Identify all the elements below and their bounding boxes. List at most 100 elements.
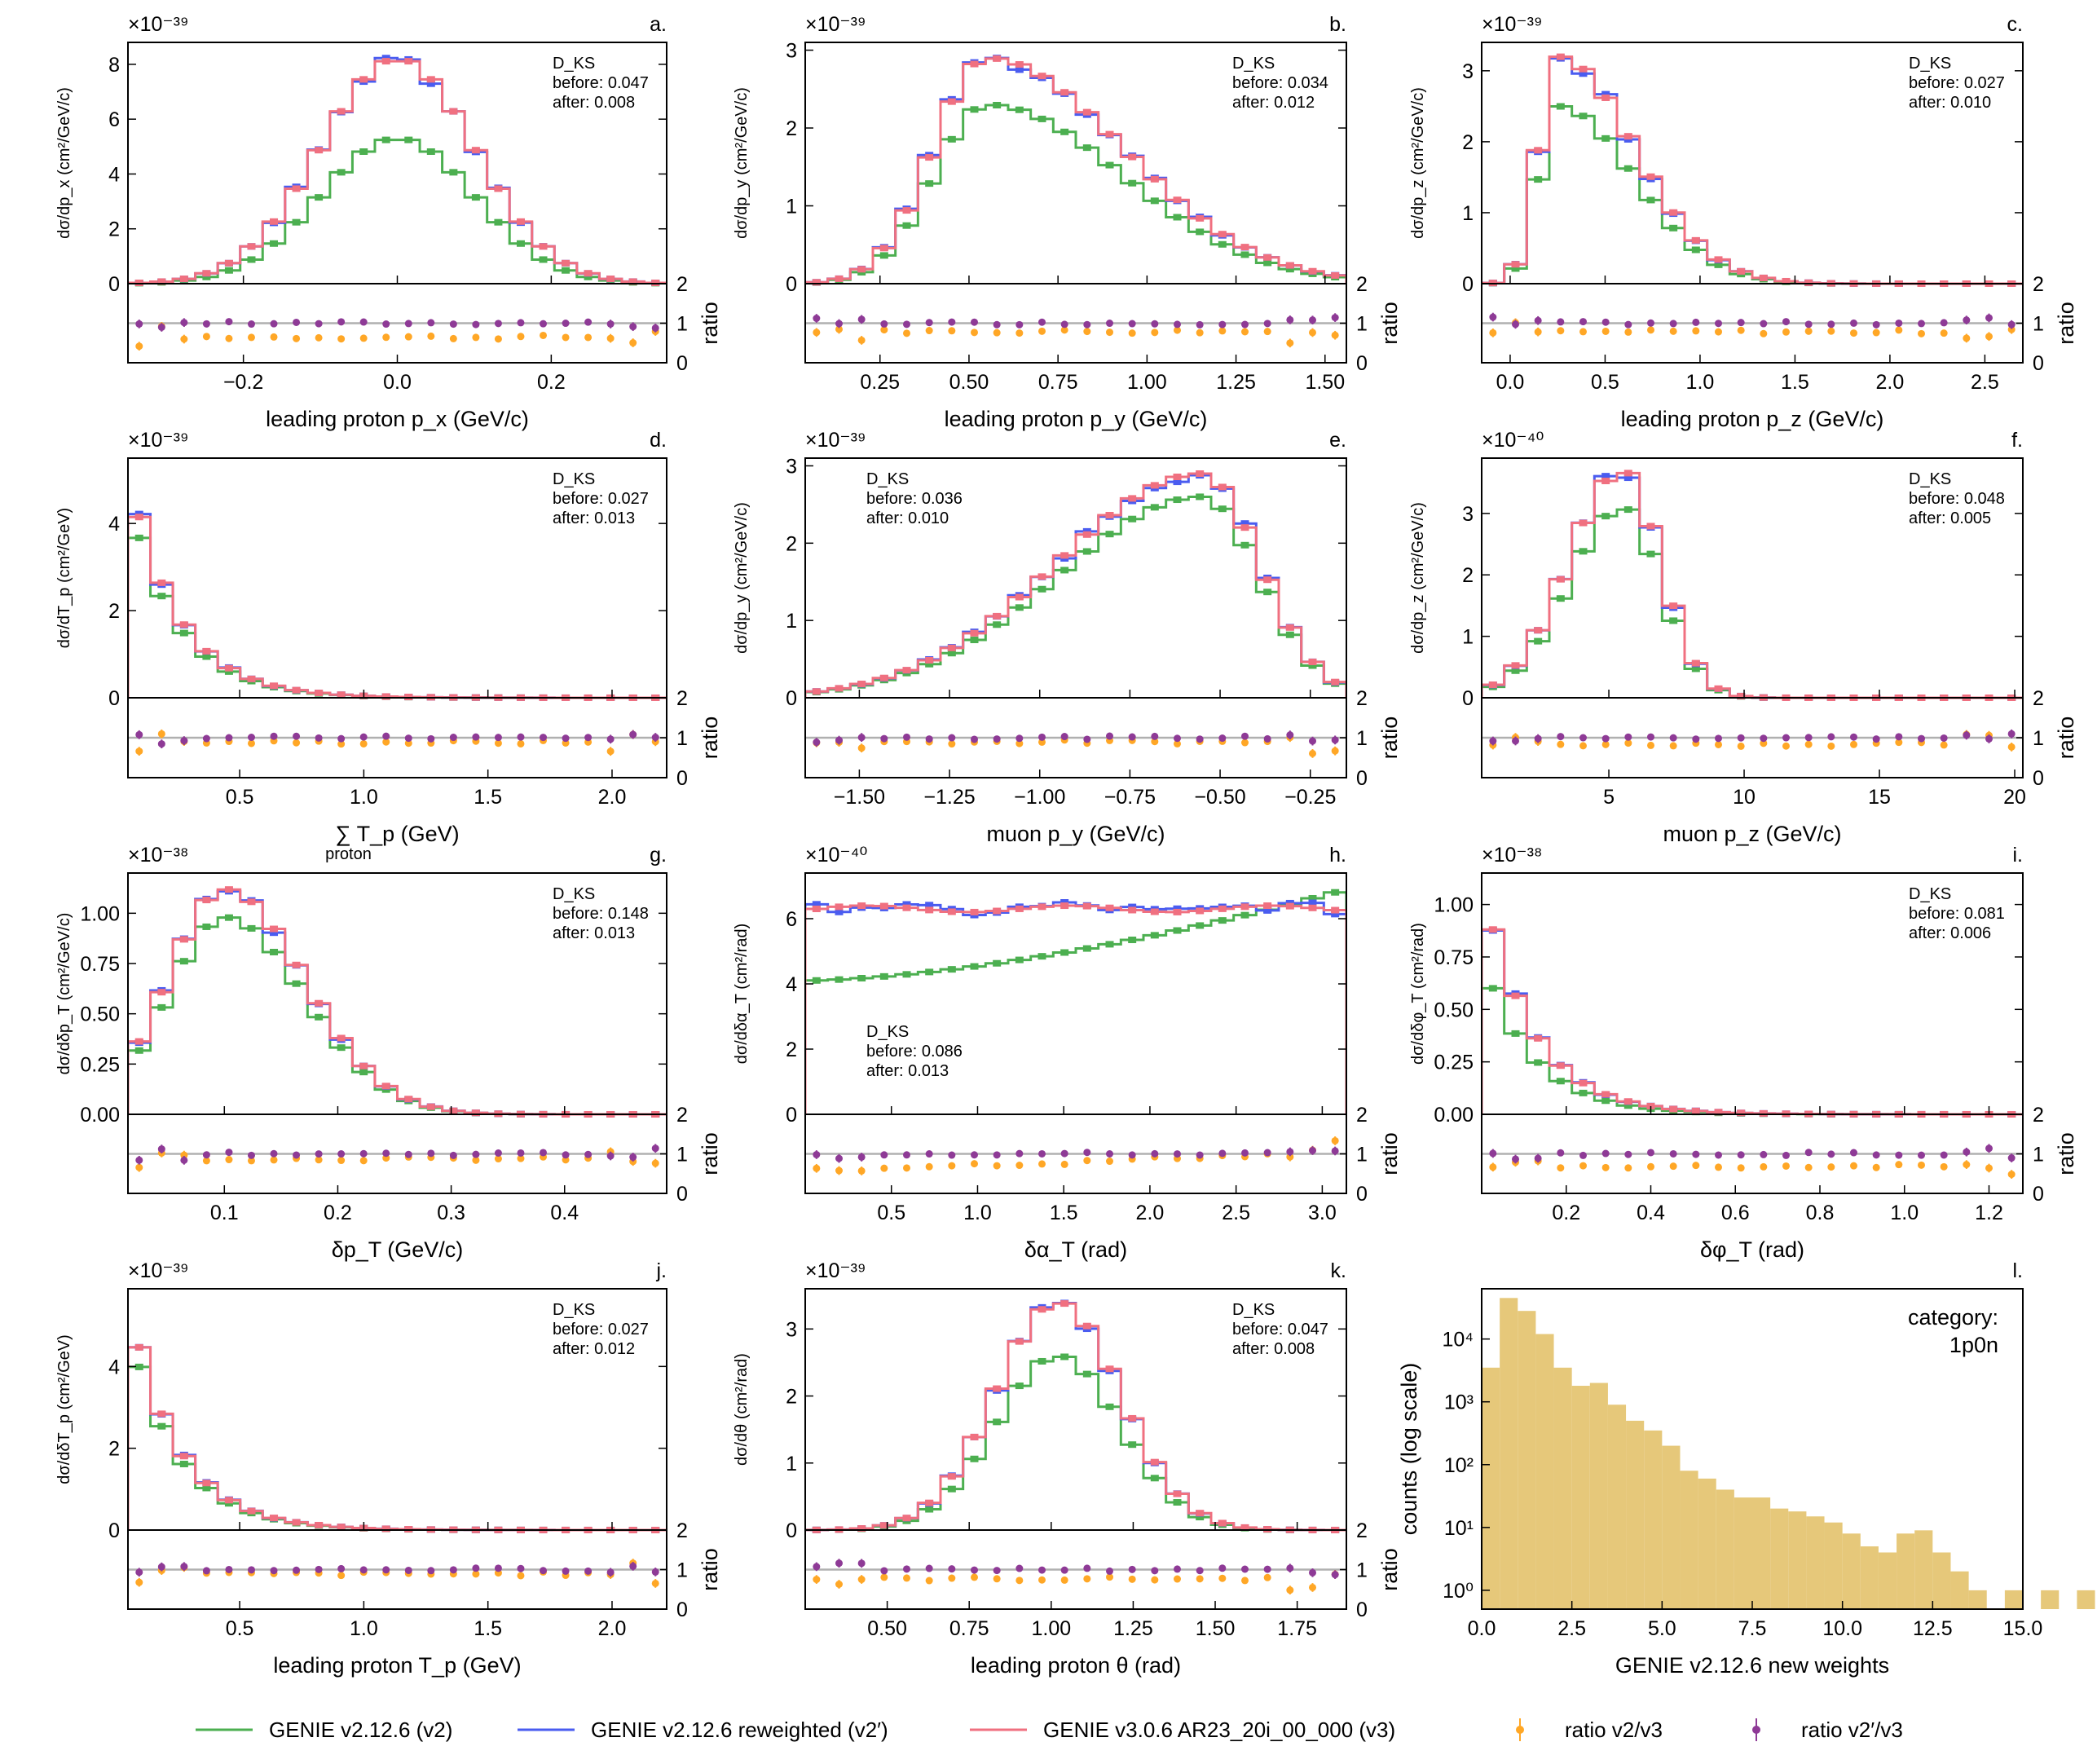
ratio-v2p-v3-point bbox=[606, 320, 615, 328]
panel-frame bbox=[127, 872, 667, 1194]
ratio-v2p-v3-point bbox=[1151, 320, 1159, 328]
panel-c: 0.0 0.5 1.0 1.5 2.0 2.5 0 1 2 3 0 1 2 ratio ×10⁻³⁹ c. dσ… bbox=[1409, 13, 2078, 431]
series-v3-marker bbox=[1804, 279, 1813, 286]
x-tick-label: 1.0 bbox=[350, 1617, 378, 1640]
x-tick-label: 1.00 bbox=[1031, 1617, 1071, 1640]
y-tick-label: 2 bbox=[1462, 564, 1474, 587]
series-v2-marker bbox=[1579, 548, 1588, 555]
ratio-v2-v3-point bbox=[1827, 327, 1835, 335]
ratio-v2p-v3-point bbox=[1174, 734, 1181, 743]
ratio-tick-label: 0 bbox=[676, 767, 688, 790]
y-axis-label: dσ/dT_p (cm²/GeV) bbox=[55, 508, 73, 648]
ratio-v2p-v3-point bbox=[494, 734, 502, 742]
series-v2-line bbox=[128, 916, 667, 1116]
ratio-v2p-v3-point bbox=[1489, 1149, 1497, 1158]
y-tick-label: 0.50 bbox=[1434, 999, 1474, 1021]
dks-after: after: 0.012 bbox=[553, 1340, 635, 1358]
ratio-v2p-v3-point bbox=[1106, 1567, 1113, 1575]
y-tick-label: 1 bbox=[786, 196, 797, 218]
ratio-tick-label: 2 bbox=[676, 273, 688, 296]
hist-bar bbox=[1535, 1334, 1554, 1609]
series-v3-marker bbox=[1015, 61, 1024, 68]
ratio-v2p-v3-point bbox=[270, 1567, 278, 1575]
series-v3-marker bbox=[202, 647, 211, 655]
series-v3-marker bbox=[606, 276, 615, 283]
series-v2-marker bbox=[1623, 506, 1632, 514]
ratio-v2-v3-point bbox=[857, 1166, 866, 1175]
series-v3-marker bbox=[1240, 524, 1249, 531]
ratio-v2p-v3-point bbox=[1760, 320, 1768, 328]
x-tick-label: −0.75 bbox=[1104, 786, 1156, 809]
series-v3-marker bbox=[1623, 470, 1632, 477]
ratio-v2-v3-point bbox=[1804, 1163, 1813, 1171]
dks-after: after: 0.008 bbox=[553, 94, 635, 112]
series-v2-marker bbox=[947, 1485, 956, 1493]
ratio-v2p-v3-point bbox=[135, 320, 143, 328]
ratio-v2-v3-point bbox=[1083, 328, 1091, 336]
ratio-v2p-v3-point bbox=[1782, 1151, 1790, 1159]
x-tick-label: 20 bbox=[2003, 786, 2026, 809]
series-v3-marker bbox=[359, 1062, 368, 1069]
series-v3-marker bbox=[247, 675, 256, 682]
series-v3-marker bbox=[1082, 531, 1091, 538]
y-tick-label: 4 bbox=[108, 163, 120, 186]
series-v2-marker bbox=[179, 629, 188, 637]
series-v3-marker bbox=[1579, 65, 1588, 73]
series-v3-marker bbox=[1601, 1091, 1610, 1098]
ratio-v2-v3-point bbox=[880, 1164, 888, 1172]
x-tick-label: 1.0 bbox=[1890, 1202, 1919, 1224]
y-tick-label: 0.75 bbox=[80, 953, 120, 976]
ratio-v2p-v3-point bbox=[1038, 318, 1046, 326]
y-tick-label: 4 bbox=[108, 513, 120, 536]
ratio-v2p-v3-point bbox=[202, 734, 210, 743]
y-tick-label: 0 bbox=[1462, 687, 1474, 710]
series-v2-marker bbox=[902, 222, 911, 229]
series-v3-marker bbox=[628, 278, 637, 285]
ratio-v2p-v3-point bbox=[629, 730, 637, 739]
ratio-v2p-v3-point bbox=[1895, 733, 1903, 741]
ratio-v2p-v3-point bbox=[2007, 320, 2015, 329]
ratio-v2p-v3-point bbox=[1489, 737, 1497, 745]
series-v3-marker bbox=[292, 686, 301, 694]
series-v3-marker bbox=[1060, 552, 1069, 559]
ratio-v2p-v3-point bbox=[903, 1565, 910, 1573]
ratio-v2-v3-point bbox=[517, 1572, 525, 1580]
x-tick-label: 1.50 bbox=[1305, 371, 1345, 394]
ratio-v2p-v3-point bbox=[1218, 734, 1227, 743]
dks-label: D_KS bbox=[553, 55, 595, 73]
ratio-v2p-v3-point bbox=[472, 1564, 480, 1572]
series-v3-marker bbox=[1218, 905, 1227, 912]
ratio-v2p-v3-point bbox=[1715, 1151, 1722, 1159]
ratio-v2-v3-point bbox=[1669, 1162, 1677, 1171]
series-v2-line bbox=[805, 104, 1346, 284]
ratio-tick-label: 2 bbox=[1356, 687, 1368, 710]
series-v2-marker bbox=[247, 256, 256, 263]
series-v2-marker bbox=[1150, 197, 1159, 205]
ratio-v2-v3-point bbox=[157, 730, 165, 738]
y-tick-label: 10³ bbox=[1444, 1391, 1474, 1414]
series-v2-marker bbox=[157, 1003, 166, 1011]
panel-frame bbox=[804, 872, 1347, 1194]
series-v2-marker bbox=[925, 968, 934, 976]
ratio-v2-v3-point bbox=[1624, 739, 1632, 747]
ratio-v2-v3-point bbox=[1669, 327, 1677, 335]
panel-letter: i. bbox=[2013, 844, 2024, 867]
x-tick-label: 1.75 bbox=[1277, 1617, 1317, 1640]
x-tick-label: 15.0 bbox=[2003, 1617, 2043, 1640]
x-tick-label: 1.25 bbox=[1216, 371, 1256, 394]
x-axis-label: muon p_y (GeV/c) bbox=[986, 822, 1165, 846]
series-v3-marker bbox=[539, 243, 548, 250]
series-v2-marker bbox=[584, 273, 593, 280]
y-tick-label: 0 bbox=[108, 1519, 120, 1542]
hist-bar bbox=[1571, 1386, 1590, 1609]
series-v3-marker bbox=[902, 1515, 911, 1522]
y-tick-label: 0 bbox=[786, 1104, 797, 1127]
y-tick-label: 2 bbox=[108, 1438, 120, 1461]
series-v2p-line bbox=[128, 513, 667, 699]
ratio-v2-v3-point bbox=[1804, 327, 1813, 335]
ratio-v2-v3-point bbox=[1286, 1586, 1294, 1594]
series-v3-marker bbox=[584, 270, 593, 277]
x-tick-label: 3.0 bbox=[1308, 1202, 1337, 1224]
ratio-v2p-v3-point bbox=[1737, 319, 1745, 327]
ratio-v2p-v3-point bbox=[903, 1151, 910, 1159]
